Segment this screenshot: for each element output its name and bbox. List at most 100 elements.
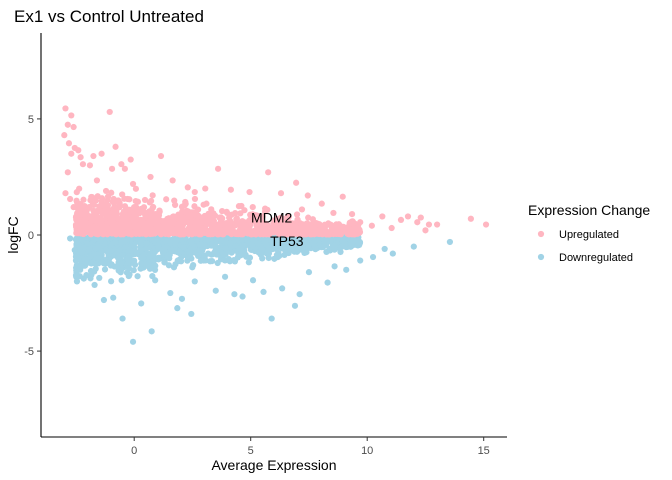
- downregulated-point: [446, 238, 454, 246]
- bulk-point-up: [195, 222, 202, 229]
- upregulated-point: [265, 169, 272, 176]
- downregulated-point: [260, 288, 267, 295]
- chart-title: Ex1 vs Control Untreated: [14, 7, 204, 26]
- bulk-point-up: [136, 209, 143, 216]
- bulk-point-down: [206, 258, 214, 265]
- downregulated-point: [268, 315, 275, 322]
- bulk-point-down: [78, 249, 85, 256]
- bulk-point-up: [249, 204, 256, 211]
- bulk-point-up: [244, 224, 252, 231]
- bulk-point-up: [209, 231, 216, 238]
- bulk-point-up: [133, 226, 141, 233]
- downregulated-point: [212, 287, 219, 294]
- bulk-point-down: [293, 240, 301, 247]
- bulk-point-down: [222, 245, 229, 252]
- bulk-point-down: [341, 239, 348, 246]
- bulk-point-up: [233, 216, 240, 223]
- bulk-point-down: [97, 237, 104, 244]
- bulk-point-down: [213, 250, 220, 257]
- bulk-point-up: [132, 185, 140, 192]
- downregulated-point: [305, 269, 313, 276]
- bulk-point-down: [139, 254, 146, 261]
- bulk-point-up: [125, 206, 133, 213]
- bulk-point-down: [197, 257, 204, 264]
- bulk-point-up: [149, 217, 157, 224]
- bulk-point-up: [279, 226, 286, 233]
- downregulated-point: [188, 310, 195, 318]
- bulk-point-down: [188, 237, 195, 244]
- y-axis-title: logFC: [5, 216, 21, 253]
- bulk-point-up: [217, 222, 224, 229]
- bulk-point-down: [164, 237, 171, 244]
- upregulated-point: [68, 112, 75, 119]
- upregulated-point: [202, 185, 209, 192]
- bulk-point-up: [318, 228, 325, 235]
- bulk-point-up: [285, 213, 292, 220]
- bulk-point-up: [210, 217, 217, 225]
- legend-key-upregulated: [537, 230, 545, 238]
- bulk-point-up: [257, 231, 264, 238]
- bulk-point-up: [217, 230, 224, 237]
- series-upregulated: [61, 105, 490, 234]
- bulk-point-up: [303, 230, 310, 238]
- bulk-point-up: [297, 230, 304, 238]
- upregulated-point: [169, 177, 176, 184]
- bulk-point-down: [137, 241, 144, 249]
- bulk-point-down: [179, 244, 187, 251]
- bulk-point-up: [277, 220, 284, 228]
- bulk-point-up: [305, 224, 312, 231]
- bulk-point-up: [293, 211, 301, 218]
- gene-label-tp53: TP53: [270, 233, 304, 249]
- bulk-point-down: [175, 249, 182, 256]
- downregulated-point: [100, 296, 108, 304]
- bulk-point-down: [337, 248, 344, 256]
- bulk-point-up: [134, 198, 142, 205]
- bulk-point-up: [83, 220, 90, 227]
- upregulated-point: [65, 140, 73, 147]
- upregulated-point: [61, 132, 68, 139]
- upregulated-point: [348, 211, 356, 218]
- bulk-point-up: [191, 203, 198, 210]
- bulk-point-down: [210, 241, 217, 249]
- bulk-point-up: [171, 197, 178, 204]
- bulk-point-down: [170, 264, 178, 271]
- bulk-point-down: [323, 248, 330, 256]
- bulk-point-up: [228, 211, 235, 218]
- bulk-point-down: [232, 242, 239, 249]
- gene-label-mdm2: MDM2: [251, 210, 292, 226]
- bulk-point-down: [319, 243, 327, 251]
- bulk-point-up: [327, 221, 334, 228]
- bulk-point-up: [223, 222, 230, 229]
- y-tick-label: -5: [24, 346, 34, 358]
- bulk-point-up: [286, 222, 293, 229]
- bulk-point-up: [325, 231, 332, 238]
- upregulated-point: [246, 188, 253, 196]
- bulk-point-up: [113, 209, 120, 216]
- upregulated-point: [75, 147, 82, 154]
- bulk-point-up: [183, 229, 190, 236]
- bulk-point-up: [121, 218, 128, 225]
- bulk-point-up: [344, 229, 351, 236]
- upregulated-point: [238, 202, 245, 210]
- bulk-point-down: [134, 273, 141, 280]
- upregulated-point: [404, 213, 412, 220]
- upregulated-point: [129, 180, 137, 188]
- bulk-point-up: [187, 227, 194, 234]
- bulk-point-down: [161, 244, 168, 252]
- upregulated-point: [339, 193, 346, 200]
- upregulated-point: [273, 215, 280, 222]
- upregulated-point: [388, 224, 395, 232]
- plot-area: [61, 105, 490, 345]
- bulk-point-down: [125, 253, 132, 260]
- annotations: MDM2 TP53: [251, 210, 304, 249]
- bulk-point-down: [107, 247, 114, 254]
- bulk-point-up: [203, 221, 210, 228]
- bulk-point-up: [155, 212, 163, 219]
- downregulated-point: [331, 263, 338, 270]
- bulk-point-down: [146, 253, 154, 260]
- bulk-point-down: [259, 255, 266, 262]
- bulk-point-down: [271, 243, 278, 250]
- upregulated-point: [414, 219, 421, 226]
- bulk-point-up: [102, 187, 110, 195]
- downregulated-point: [239, 293, 246, 300]
